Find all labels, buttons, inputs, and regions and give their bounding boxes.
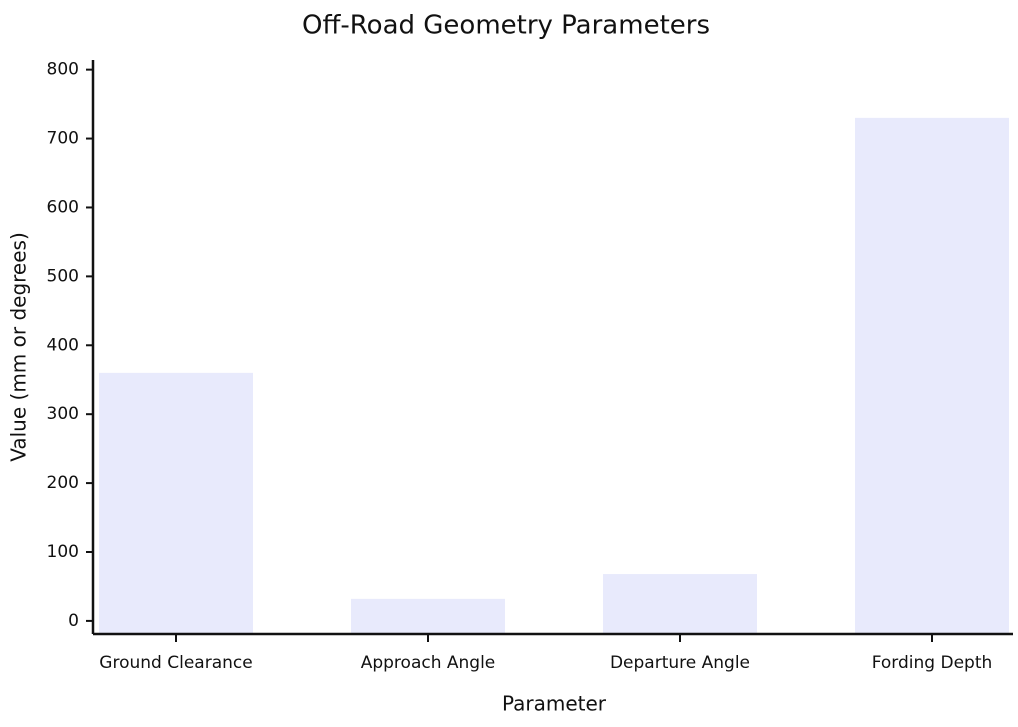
y-tick-label: 0 xyxy=(68,611,79,631)
y-tick-label: 300 xyxy=(47,404,79,424)
bar xyxy=(855,117,1009,635)
x-axis-label: Parameter xyxy=(502,692,607,716)
x-tick-label: Fording Depth xyxy=(872,653,993,673)
y-tick-label: 600 xyxy=(47,197,79,217)
bar xyxy=(603,574,757,634)
x-tick-label: Approach Angle xyxy=(361,653,496,673)
bar xyxy=(99,372,253,634)
y-axis-label: Value (mm or degrees) xyxy=(7,232,31,462)
x-tick-label: Ground Clearance xyxy=(99,653,252,673)
y-tick-label: 800 xyxy=(47,60,79,80)
x-tick-label: Departure Angle xyxy=(610,653,750,673)
chart-title: Off-Road Geometry Parameters xyxy=(302,11,710,41)
bar xyxy=(351,598,505,634)
y-tick-label: 500 xyxy=(47,266,79,286)
y-tick-label: 400 xyxy=(47,335,79,355)
y-tick-label: 100 xyxy=(47,542,79,562)
y-tick-label: 200 xyxy=(47,473,79,493)
y-tick-label: 700 xyxy=(47,129,79,149)
